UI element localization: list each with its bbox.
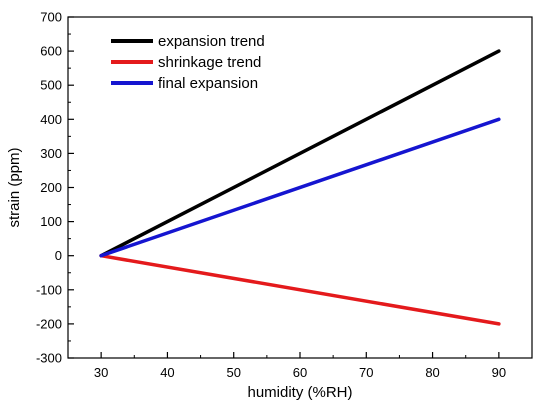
y-tick-label: 300 — [40, 146, 62, 161]
y-tick-label: 400 — [40, 112, 62, 127]
series-line-final-expansion — [99, 117, 501, 258]
x-tick-label: 60 — [293, 365, 307, 380]
y-tick-label: -100 — [36, 282, 62, 297]
series-line-expansion-trend — [99, 49, 501, 258]
legend: expansion trend shrinkage trend final expa… — [111, 33, 265, 92]
x-tick-label: 40 — [160, 365, 174, 380]
y-tick-label: 700 — [40, 10, 62, 25]
x-tick-label: 90 — [492, 365, 506, 380]
y-tick-label: 600 — [40, 44, 62, 59]
y-tick-label: 0 — [55, 248, 62, 263]
series-line-shrinkage-trend — [99, 253, 501, 326]
y-tick-label: -200 — [36, 316, 62, 331]
y-tick-label: -300 — [36, 351, 62, 366]
x-tick-label: 30 — [94, 365, 108, 380]
legend-label: final expansion — [158, 75, 258, 92]
y-tick-label: 500 — [40, 78, 62, 93]
x-tick-label: 80 — [425, 365, 439, 380]
legend-label: shrinkage trend — [158, 54, 261, 71]
y-axis-title: strain (ppm) — [6, 147, 23, 227]
y-tick-label: 100 — [40, 214, 62, 229]
x-tick-label: 70 — [359, 365, 373, 380]
x-tick-label: 50 — [226, 365, 240, 380]
x-axis-title: humidity (%RH) — [247, 384, 352, 401]
y-tick-label: 200 — [40, 180, 62, 195]
legend-label: expansion trend — [158, 33, 265, 50]
series-layer — [99, 49, 501, 326]
ticks-layer: 30 40 50 60 70 80 90 -300 -200 -100 0 100 200 300 400 5… — [36, 10, 506, 381]
